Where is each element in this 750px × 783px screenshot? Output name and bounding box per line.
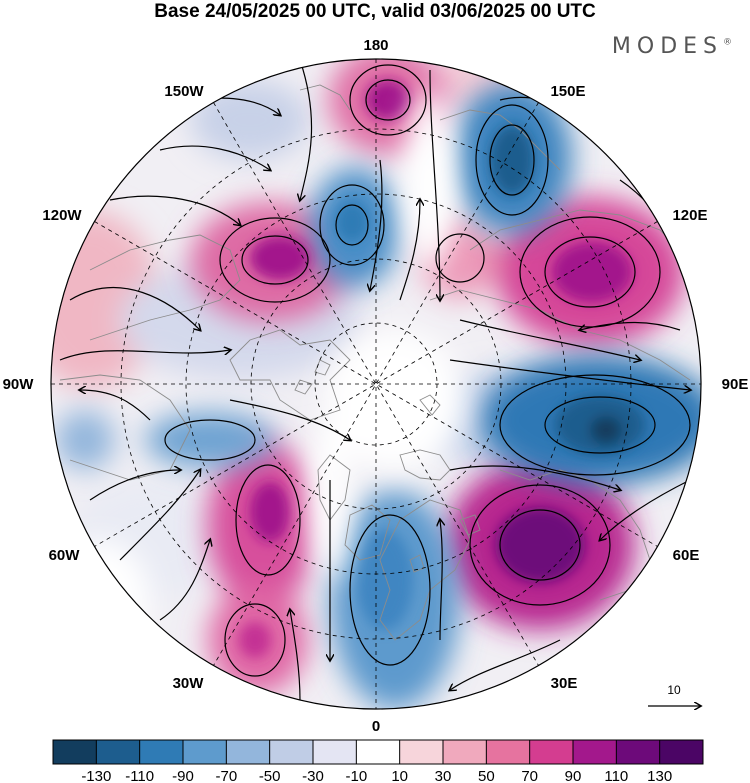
colorbar-tick-label: 130: [647, 768, 672, 783]
lon-label-150e: 150E: [550, 83, 585, 100]
colorbar-swatch: [399, 740, 444, 764]
lon-label-90w: 90W: [3, 376, 35, 393]
colorbar-tick-label: 10: [391, 768, 408, 783]
colorbar-tick-label: 50: [478, 768, 495, 783]
lon-label-0: 0: [372, 718, 380, 735]
colorbar-swatch: [443, 740, 487, 764]
colorbar-tick-label: 110: [604, 768, 628, 783]
colorbar-swatch: [139, 740, 184, 764]
colorbar-swatch: [269, 740, 314, 764]
colorbar: -130 -110 -90 -70 -50 -30 -10 10 30 50 70 90 110 130: [52, 739, 704, 783]
lon-label-30w: 30W: [173, 675, 205, 692]
colorbar-tick-label: -110: [125, 768, 154, 783]
colorbar-swatch: [313, 740, 357, 764]
lon-label-120w: 120W: [42, 207, 82, 224]
lon-label-60w: 60W: [49, 547, 81, 564]
map-boundary: [50, 58, 702, 710]
lon-label-90e: 90E: [722, 376, 749, 393]
colorbar-swatch: [226, 740, 271, 764]
colorbar-swatch: [96, 740, 141, 764]
lon-label-180: 180: [363, 37, 388, 54]
colorbar-tick-label: 70: [521, 768, 538, 783]
map-title: Base 24/05/2025 00 UTC, valid 03/06/2025…: [154, 1, 596, 22]
colorbar-frame: [52, 739, 704, 765]
colorbar-swatch: [183, 740, 227, 764]
colorbar-swatch: [53, 740, 97, 764]
colorbar-swatch: [616, 740, 661, 764]
brand-name: MODES: [611, 34, 723, 59]
lon-label-150w: 150W: [164, 83, 204, 100]
anomaly-field: [51, 59, 701, 709]
colorbar-tick-label: -30: [302, 768, 324, 783]
lon-label-30e: 30E: [551, 675, 578, 692]
colorbar-swatch: [659, 740, 704, 764]
lon-label-120e: 120E: [672, 207, 707, 224]
reference-vector: 10: [648, 683, 700, 706]
colorbar-swatch: [356, 740, 401, 764]
reference-vector-label: 10: [667, 683, 681, 697]
colorbar-tick-label: 90: [565, 768, 582, 783]
colorbar-swatch: [573, 740, 617, 764]
colorbar-swatch: [529, 740, 574, 764]
colorbar-tick-label: -90: [172, 768, 194, 783]
brand-logo: MODES®: [612, 34, 732, 59]
colorbar-swatch: [486, 740, 531, 764]
colorbar-tick-label: -70: [215, 768, 237, 783]
colorbar-tick-label: -130: [81, 768, 111, 783]
lon-label-60e: 60E: [673, 547, 700, 564]
colorbar-tick-label: -10: [345, 768, 367, 783]
colorbar-tick-label: 30: [435, 768, 452, 783]
brand-mark: ®: [723, 37, 732, 48]
colorbar-tick-label: -50: [259, 768, 281, 783]
graticule: [51, 59, 701, 709]
